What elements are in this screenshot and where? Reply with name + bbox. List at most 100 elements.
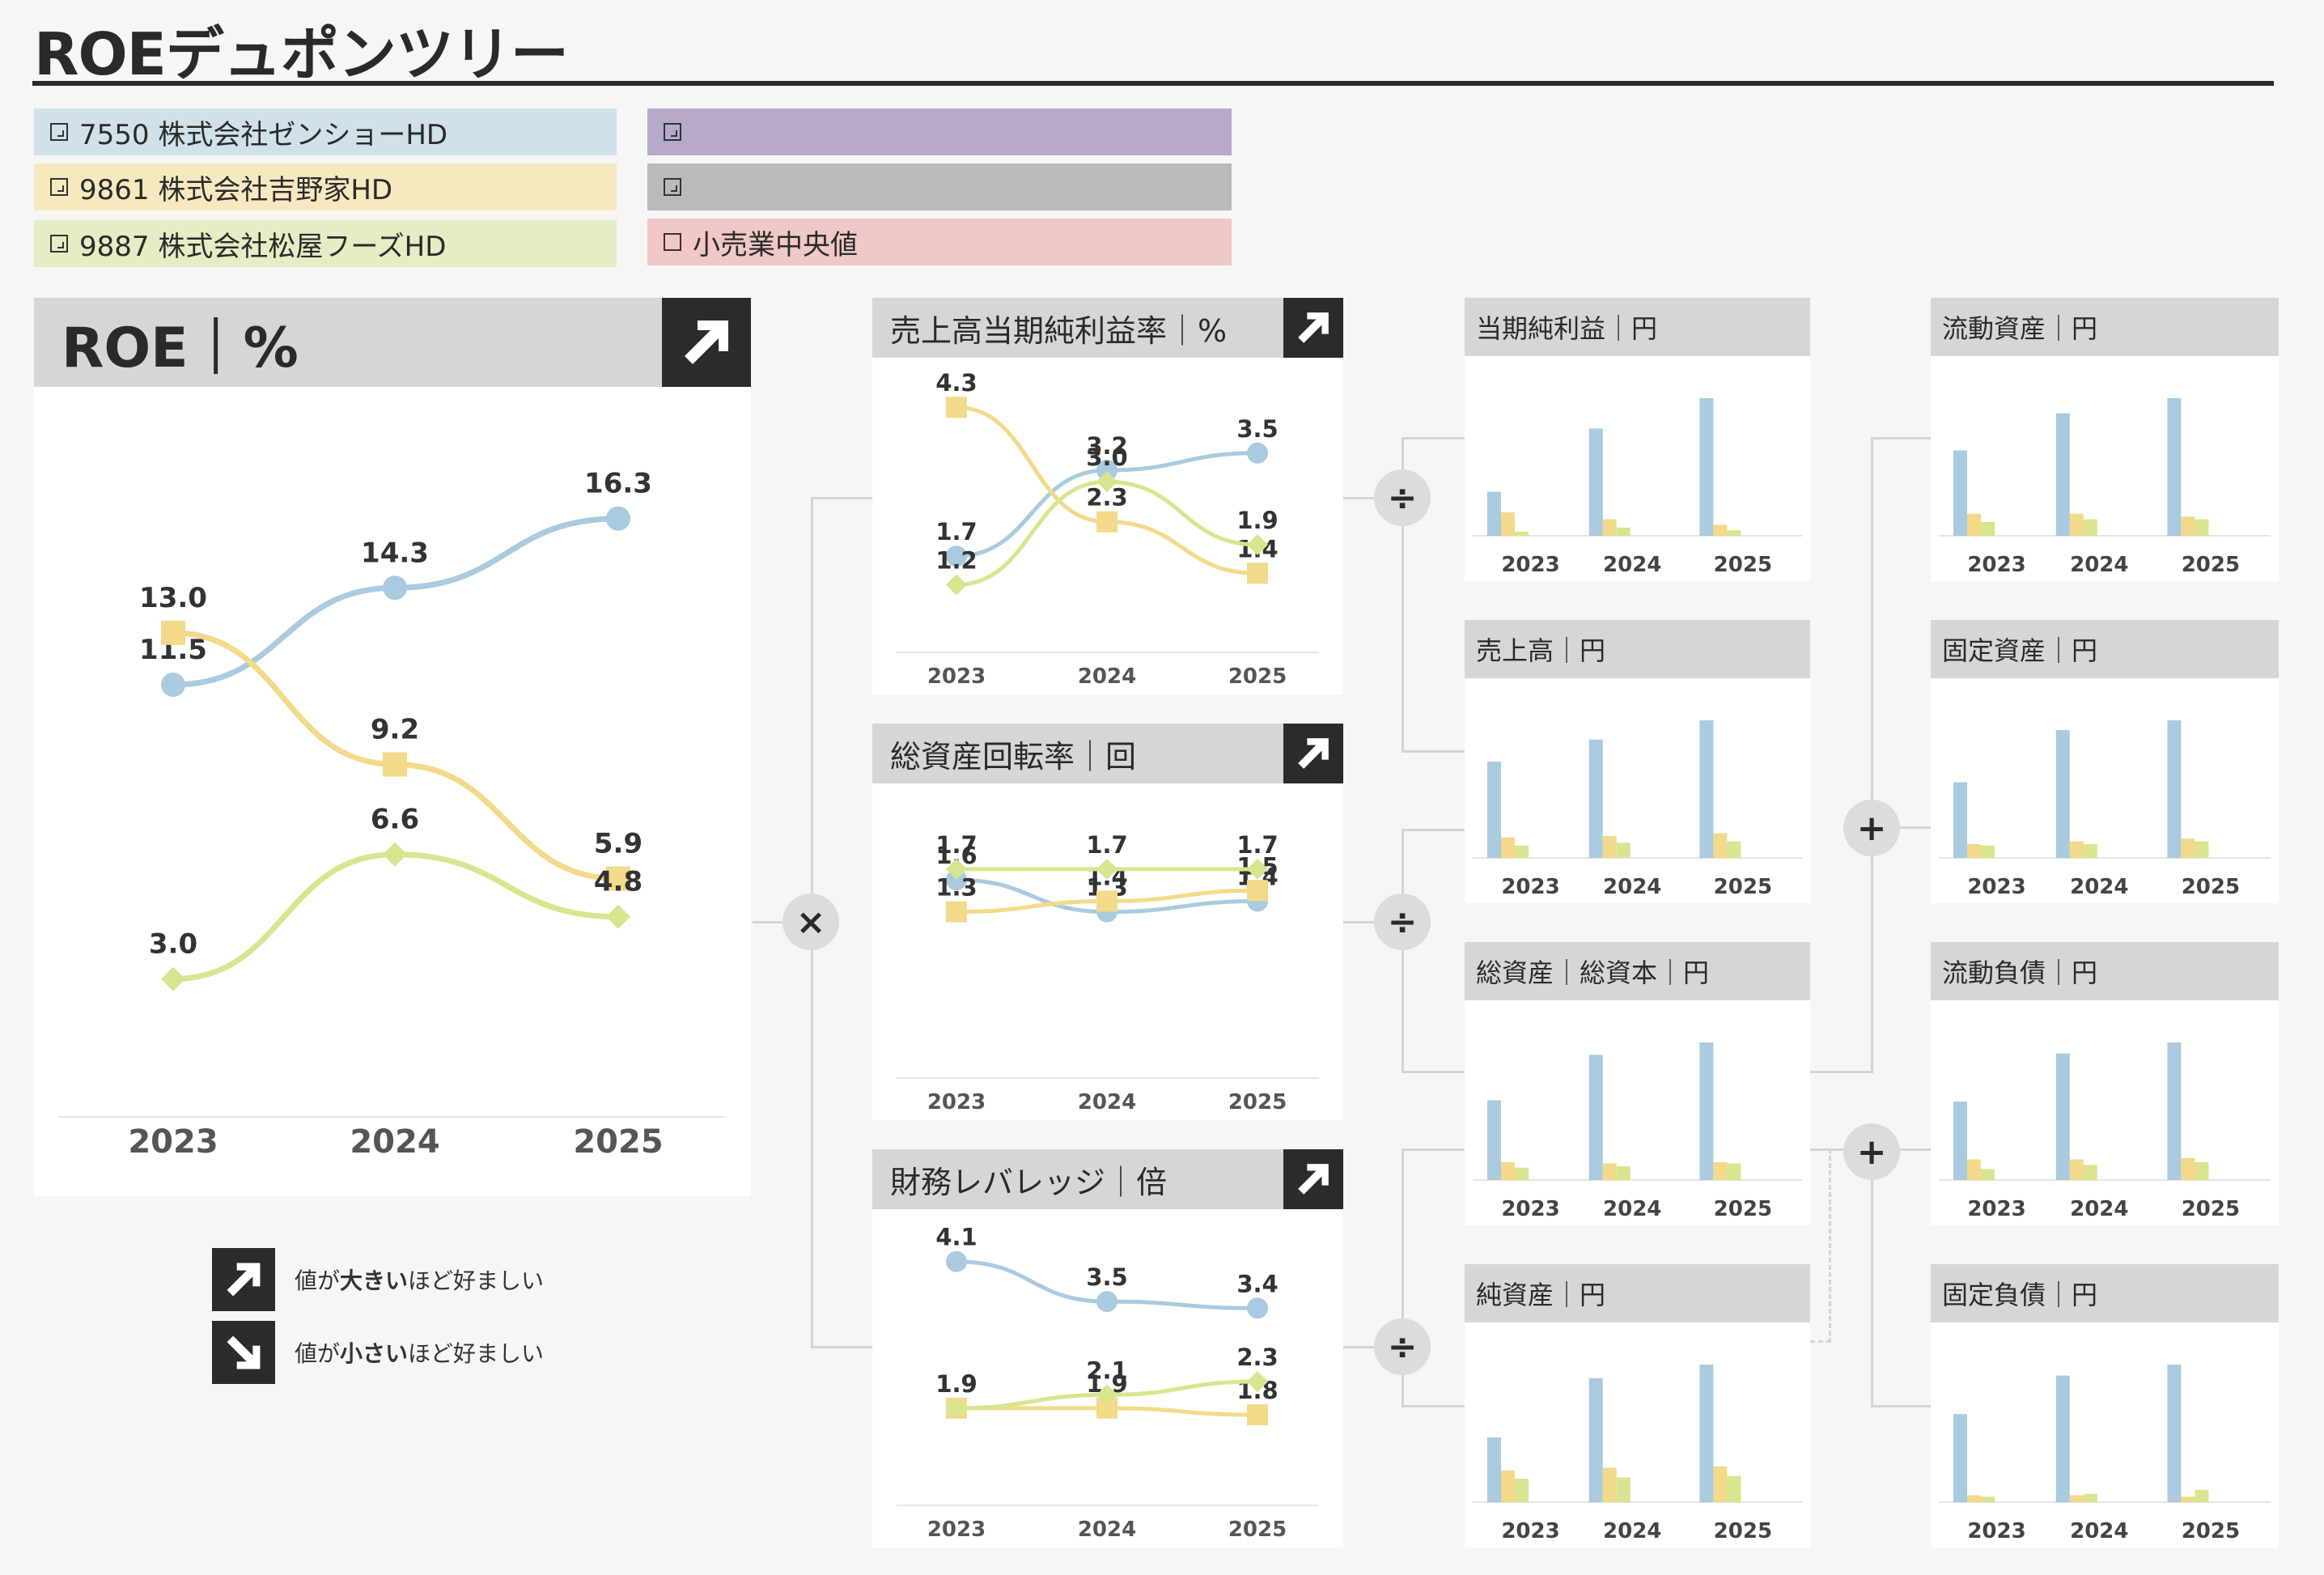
bar — [1981, 1496, 1995, 1502]
x-tick-label: 2024 — [2070, 1197, 2128, 1221]
series — [946, 442, 1268, 567]
x-tick-label: 2024 — [2070, 875, 2128, 899]
data-point — [946, 901, 967, 923]
series — [946, 880, 1268, 923]
x-tick-label: 2023 — [1967, 1197, 2025, 1221]
panel-header: 財務レバレッジ｜倍 — [872, 1149, 1343, 1209]
bar — [1981, 845, 1995, 858]
checkbox-icon[interactable] — [50, 235, 68, 253]
data-point — [606, 904, 630, 929]
arrow-up-right-icon — [212, 1248, 275, 1311]
bar — [1699, 720, 1714, 858]
x-tick-label: 2024 — [1078, 1518, 1136, 1542]
x-tick-label: 2024 — [1078, 1090, 1136, 1114]
data-label: 14.3 — [361, 537, 429, 569]
legend-item[interactable] — [647, 163, 1232, 210]
bar — [1602, 519, 1617, 536]
x-tick-label: 2025 — [1714, 875, 1772, 899]
series — [946, 858, 1268, 880]
checkbox-icon[interactable] — [664, 123, 681, 141]
x-tick-label: 2024 — [2070, 553, 2128, 577]
bar — [2083, 844, 2097, 858]
page-title: ROEデュポンツリー — [34, 20, 569, 88]
panel-header: ROE｜% — [34, 298, 751, 387]
divide-operator: ÷ — [1374, 1318, 1431, 1375]
data-point — [383, 842, 407, 867]
legend-item[interactable]: 9887 株式会社松屋フーズHD — [34, 220, 617, 267]
bar — [1588, 739, 1603, 858]
bar — [1487, 762, 1501, 858]
panel-header: 固定負債｜円 — [1931, 1264, 2279, 1322]
bar — [1616, 527, 1631, 536]
data-point — [1247, 880, 1268, 902]
x-tick-label: 2024 — [1603, 1197, 1661, 1221]
direction-legend-down: 値が小さいほど好ましい — [212, 1321, 544, 1384]
legend-item[interactable]: 9861 株式会社吉野家HD — [34, 163, 617, 210]
x-tick-label: 2023 — [1501, 1519, 1559, 1543]
data-point — [161, 620, 185, 645]
x-tick-label: 2025 — [1714, 553, 1772, 577]
legend-item[interactable] — [647, 108, 1232, 155]
legend-item-label: 9861 株式会社吉野家HD — [79, 173, 393, 206]
bar — [1713, 524, 1728, 536]
bar — [1501, 1470, 1515, 1502]
data-point — [606, 506, 630, 531]
bar — [2069, 513, 2084, 536]
checkbox-icon[interactable] — [664, 233, 681, 251]
series — [946, 471, 1268, 596]
data-label: 3.0 — [1086, 444, 1127, 471]
arrow-down-right-icon — [212, 1321, 275, 1384]
data-point — [383, 752, 407, 777]
x-tick-label: 2023 — [1501, 1197, 1559, 1221]
data-point — [1096, 858, 1117, 880]
checkbox-icon[interactable] — [50, 123, 68, 141]
bar — [1487, 1437, 1501, 1502]
bar — [1967, 844, 1981, 858]
checkbox-icon[interactable] — [50, 178, 68, 196]
data-point — [161, 673, 185, 698]
bar — [1616, 1477, 1631, 1502]
panel-title: 総資産回転率｜回 — [890, 738, 1137, 775]
data-label: 4.8 — [594, 866, 642, 898]
bar — [1953, 1102, 1967, 1180]
data-point — [383, 575, 407, 601]
bar — [2069, 841, 2084, 858]
arrow-up-right-icon — [1283, 298, 1343, 358]
legend-item[interactable]: 7550 株式会社ゼンショーHD — [34, 108, 617, 155]
arrow-up-right-icon — [1283, 1149, 1343, 1209]
bar — [1501, 1161, 1515, 1180]
fixed-liabilities-panel: 固定負債｜円 2023 2024 2025 — [1931, 1264, 2279, 1547]
x-tick-label: 2023 — [927, 1518, 986, 1542]
data-point — [946, 574, 967, 596]
direction-note-text: 値が小さいほど好ましい — [295, 1340, 545, 1367]
series — [946, 397, 1268, 584]
checkbox-icon[interactable] — [664, 178, 681, 196]
bar — [1981, 522, 1995, 536]
data-label: 1.7 — [1086, 831, 1127, 859]
panel-header: 売上高｜円 — [1465, 620, 1810, 678]
x-tick-label: 2024 — [1078, 664, 1136, 689]
x-tick-label: 2024 — [2070, 1519, 2128, 1543]
panel-header: 総資産回転率｜回 — [872, 724, 1343, 783]
current-liabilities-bar-chart: 2023 2024 2025 — [1939, 1042, 2271, 1221]
series — [161, 620, 630, 891]
data-label: 2.3 — [1236, 1344, 1278, 1371]
data-point — [606, 866, 630, 891]
x-tick-label: 2023 — [1967, 553, 2025, 577]
legend-item[interactable]: 小売業中央値 — [647, 219, 1232, 265]
bar — [1713, 833, 1728, 858]
data-point — [946, 869, 967, 891]
panel-title: 固定負債｜円 — [1942, 1280, 2098, 1310]
panel-header: 当期純利益｜円 — [1465, 298, 1810, 356]
data-label: 1.7 — [935, 831, 977, 859]
bar — [1727, 1163, 1741, 1180]
data-point — [1096, 471, 1117, 493]
data-point — [1247, 562, 1268, 584]
x-tick-label: 2025 — [1228, 664, 1287, 689]
data-point — [1247, 1404, 1268, 1426]
title-divider — [32, 81, 2274, 86]
panel-title: 流動負債｜円 — [1942, 957, 2098, 988]
data-point — [1096, 1291, 1117, 1313]
plus-operator: + — [1843, 1123, 1900, 1180]
data-point — [1247, 533, 1268, 555]
